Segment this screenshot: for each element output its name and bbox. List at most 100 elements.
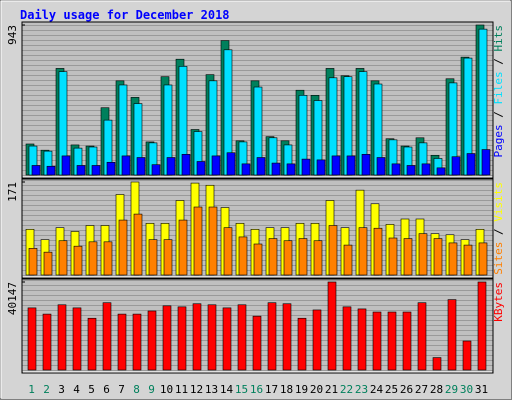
bar [451,156,461,176]
legend-entry: Pages [492,124,505,157]
bar [432,357,442,371]
bar [237,304,247,371]
bar [223,227,233,276]
bar [72,307,82,371]
bar [238,236,248,276]
x-tick-label: 27 [415,383,428,396]
legend: Sites / Visits [492,182,505,275]
bar [433,238,443,276]
legend: Pages / Files / Hits [492,25,505,158]
bar [268,238,278,276]
bar [163,239,173,276]
bar [73,245,83,276]
bar [106,161,116,176]
x-tick-label: 9 [148,383,155,396]
bar [208,206,218,276]
bar [88,241,98,276]
chart-title: Daily usage for December 2018 [20,8,230,22]
bar [373,227,383,276]
bar [192,303,202,371]
bar [147,310,157,371]
bar [376,157,386,176]
bar [358,227,368,276]
y-tick-label: 171 [6,182,19,202]
bar [402,311,412,371]
bar [211,155,221,176]
bar [28,248,38,276]
bar [46,165,56,176]
bar [283,240,293,276]
bar [372,311,382,371]
bar [436,167,446,176]
bar [132,313,142,371]
bar [301,158,311,176]
bar [43,251,53,276]
x-tick-label: 31 [475,383,488,396]
bar [271,162,281,176]
bar [478,242,488,276]
bar [387,311,397,371]
bar [177,306,187,371]
x-tick-label: 26 [400,383,413,396]
x-tick-label: 3 [58,383,65,396]
bar [118,219,128,276]
bar [298,238,308,276]
bar [181,154,191,176]
bar [316,159,326,176]
bar [193,206,203,276]
bar [207,304,217,371]
legend-separator: / [492,105,505,125]
bar [31,165,41,176]
bar [342,306,352,371]
bar [226,152,236,176]
bar [447,299,457,371]
x-tick-label: 2 [43,383,50,396]
x-tick-label: 18 [280,383,293,396]
bar [267,302,277,371]
x-tick-label: 25 [385,383,398,396]
x-tick-label: 21 [325,383,338,396]
bar [256,157,266,176]
bar [252,315,262,371]
y-tick-label: 40147 [6,282,19,315]
bar [61,155,71,176]
x-tick-label: 23 [355,383,368,396]
bar [327,281,337,371]
bar [42,313,52,371]
x-tick-label: 14 [220,383,234,396]
bar [343,244,353,276]
bar [136,157,146,176]
bar [87,317,97,371]
bar [196,161,206,176]
x-tick-label: 13 [205,383,218,396]
x-tick-label: 15 [235,383,248,396]
legend: KBytes [492,282,505,322]
x-tick-label: 16 [250,383,263,396]
legend-entry: Hits [492,25,505,52]
plot-area [21,178,494,279]
legend-separator: / [492,52,505,72]
bar [102,302,112,371]
bar [178,219,188,276]
y-tick-label: 943 [6,25,19,45]
x-tick-label: 28 [430,383,443,396]
bar [162,305,172,371]
bar [27,307,37,371]
bar [58,240,68,276]
bar [403,238,413,276]
bar [391,163,401,176]
bar [241,163,251,176]
bar [57,304,67,371]
bar [76,165,86,176]
bar [253,243,263,276]
bar [297,317,307,371]
bar [148,239,158,276]
legend-entry: KBytes [492,282,505,322]
x-tick-label: 6 [103,383,110,396]
bar [421,163,431,176]
x-tick-label: 10 [160,383,173,396]
bar [388,237,398,276]
bar [222,307,232,371]
bar [151,164,161,176]
